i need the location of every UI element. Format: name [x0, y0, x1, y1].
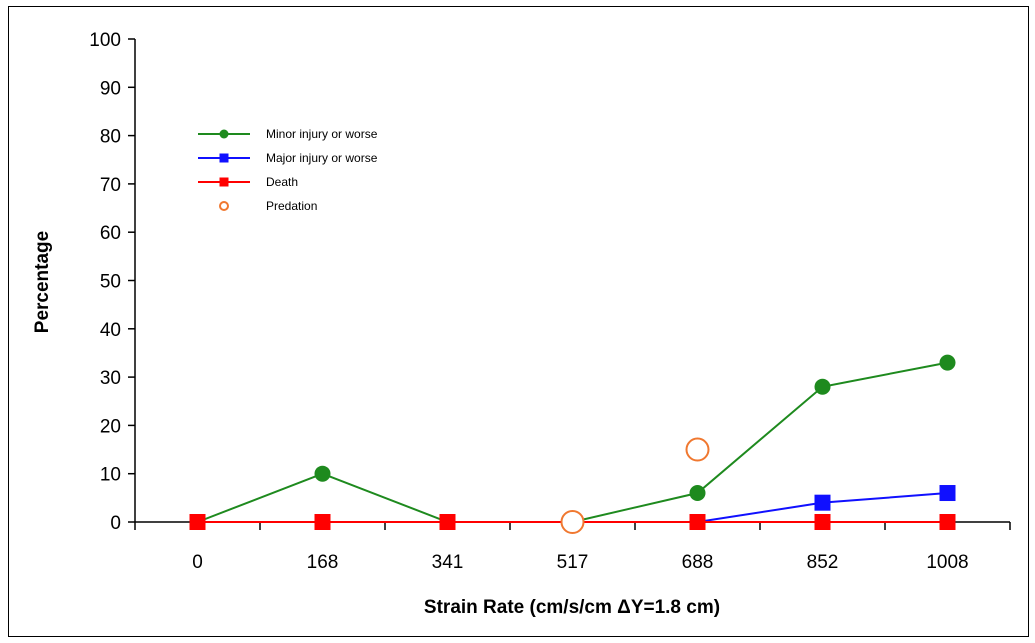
legend-marker	[219, 153, 229, 163]
legend-marker	[219, 129, 229, 139]
x-tick-label: 688	[682, 552, 714, 573]
y-tick-label: 80	[100, 127, 121, 148]
y-tick-label: 100	[89, 30, 121, 51]
legend-item: Minor injury or worse	[198, 127, 378, 141]
y-tick-label: 50	[100, 272, 121, 293]
y-tick-label: 20	[100, 416, 121, 437]
legend-item: Major injury or worse	[198, 151, 378, 165]
data-point	[939, 514, 956, 530]
legend-label: Death	[266, 175, 298, 189]
y-tick-label: 70	[100, 175, 121, 196]
series-line	[197, 361, 948, 523]
axes	[134, 39, 1010, 523]
y-tick-label: 40	[100, 320, 121, 341]
x-axis-title: Strain Rate (cm/s/cm ΔY=1.8 cm)	[424, 597, 720, 618]
x-tick-label: 1008	[926, 552, 968, 573]
y-tick-label: 0	[110, 513, 121, 534]
x-ticks: 0 168 341 517 688 852 1008	[134, 522, 1011, 573]
legend-item: Death	[198, 175, 298, 189]
x-tick-label: 0	[192, 552, 203, 573]
x-tick-label: 341	[432, 552, 464, 573]
series-layer	[189, 354, 956, 534]
y-axis-title: Percentage	[32, 231, 53, 333]
chart-frame	[8, 6, 1029, 637]
legend-label: Predation	[266, 199, 317, 213]
x-tick-label: 517	[557, 552, 589, 573]
data-point	[314, 514, 331, 530]
data-point	[939, 485, 956, 502]
legend-item: Predation	[219, 199, 317, 213]
data-point	[685, 437, 710, 462]
y-tick-label: 60	[100, 223, 121, 244]
data-point	[560, 510, 585, 534]
y-tick-label: 30	[100, 368, 121, 389]
data-point	[814, 378, 831, 395]
legend-marker	[219, 177, 229, 187]
data-point	[189, 514, 206, 530]
data-point	[314, 465, 331, 482]
x-tick-label: 852	[807, 552, 839, 573]
legend-marker	[219, 201, 229, 211]
y-tick-label: 10	[100, 465, 121, 486]
data-point	[689, 514, 706, 530]
series-3	[560, 437, 710, 534]
data-point	[814, 514, 831, 530]
y-ticks: 0 10 20 30 40 50 60 70 80 90 100	[89, 30, 135, 534]
data-point	[689, 485, 706, 502]
legend: Minor injury or worse Major injury or wor…	[198, 127, 378, 213]
x-tick-label: 168	[307, 552, 339, 573]
data-point	[439, 514, 456, 530]
legend-label: Major injury or worse	[266, 151, 378, 165]
data-point	[939, 354, 956, 371]
series-0	[189, 354, 956, 530]
y-tick-label: 90	[100, 78, 121, 99]
legend-label: Minor injury or worse	[266, 127, 378, 141]
data-point	[814, 494, 831, 511]
